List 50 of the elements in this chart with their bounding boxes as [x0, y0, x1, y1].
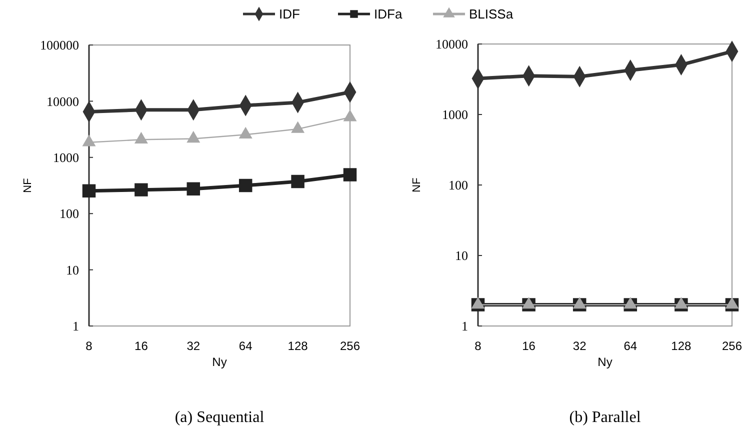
- point: [291, 122, 304, 133]
- x-tick-label: 8: [86, 339, 93, 353]
- y-tick-label: 100: [448, 178, 468, 193]
- point: [187, 131, 200, 143]
- x-tick-label: 32: [572, 339, 587, 353]
- text: (a) Sequential: [174, 409, 265, 426]
- y-tick-label: 1: [462, 318, 468, 334]
- point: [239, 127, 252, 139]
- x-tick-label: 128: [671, 339, 692, 353]
- legend-label: IDF: [279, 6, 300, 22]
- x-tick-label: 16: [522, 339, 536, 353]
- point: [134, 132, 148, 144]
- y-tick-label: 10: [455, 248, 468, 264]
- legend-label: IDFa: [374, 6, 403, 22]
- y-tick-label: 1000: [442, 107, 468, 122]
- point: [82, 184, 96, 198]
- x-tick-label: 128: [288, 339, 308, 353]
- x-tick-label: 32: [186, 339, 200, 353]
- point: [344, 110, 356, 122]
- y-axis-title: NF: [411, 177, 423, 192]
- x-tick-label: 256: [340, 339, 360, 353]
- y-axis-title: NF: [22, 178, 34, 193]
- point: [674, 297, 688, 309]
- text: (b) Parallel: [569, 409, 642, 426]
- x-tick-label: 16: [134, 339, 148, 353]
- point: [82, 135, 96, 146]
- point: [343, 168, 357, 182]
- point: [134, 183, 148, 196]
- y-tick-label: 1000: [53, 150, 79, 165]
- x-tick-label: 64: [624, 339, 638, 353]
- point: [624, 297, 637, 309]
- y-tick-label: 10000: [46, 94, 79, 109]
- point: [522, 297, 536, 309]
- y-tick-label: 100000: [40, 38, 79, 53]
- x-tick-label: 256: [722, 339, 742, 353]
- legend-label: BLISSa: [469, 6, 514, 22]
- x-axis-title: Ny: [598, 355, 612, 369]
- point: [186, 182, 200, 196]
- y-tick-label: 10: [66, 262, 79, 278]
- point: [238, 178, 252, 192]
- y-tick-label: 10000: [436, 36, 468, 52]
- point: [726, 297, 738, 309]
- x-tick-label: 64: [238, 339, 253, 353]
- y-tick-label: 100: [60, 206, 79, 222]
- point: [573, 297, 586, 309]
- x-axis-title: Ny: [212, 355, 227, 369]
- y-tick-label: 1: [72, 318, 79, 334]
- x-tick-label: 8: [474, 339, 482, 353]
- point: [472, 297, 484, 309]
- point: [291, 174, 304, 188]
